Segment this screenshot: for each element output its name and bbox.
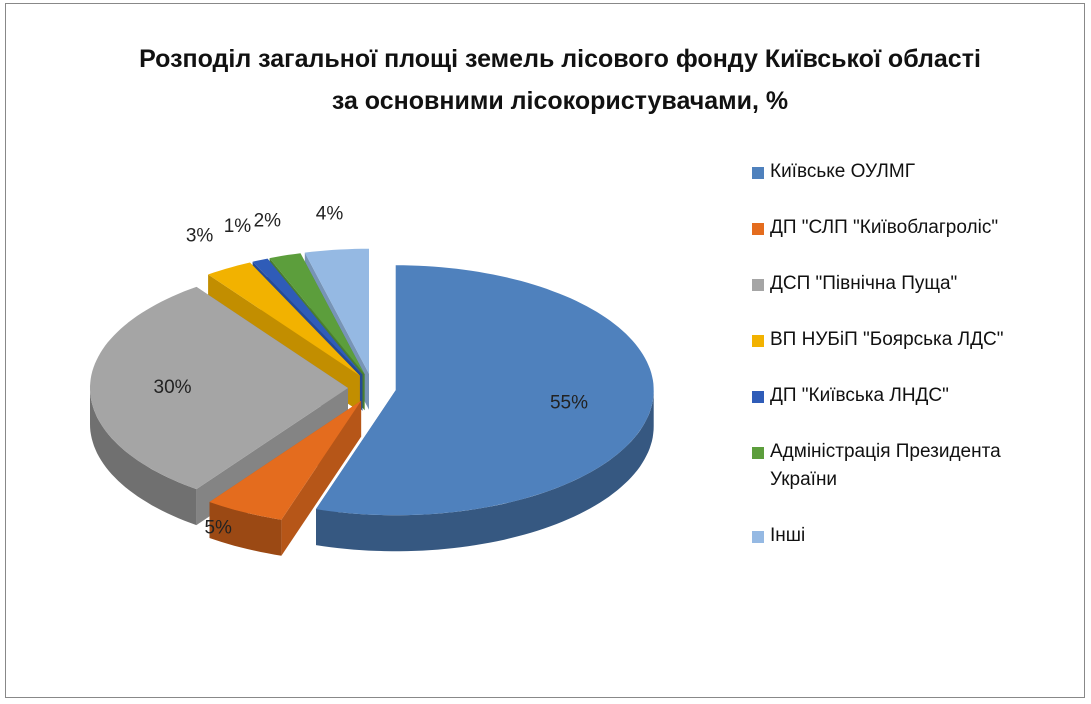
slice-wall	[209, 502, 282, 556]
slice	[209, 400, 362, 520]
legend-label: ВП НУБіП "Боярська ЛДС"	[770, 329, 1004, 350]
legend-label: Адміністрація Президента України	[770, 441, 1001, 490]
legend-label: ДП "Київська ЛНДС"	[770, 385, 949, 406]
legend-entry: Інші	[752, 522, 1072, 578]
data-label: 1%	[224, 216, 252, 237]
slice	[316, 265, 654, 516]
legend-swatch	[752, 531, 764, 543]
data-label: 2%	[254, 210, 282, 231]
data-label: 5%	[204, 518, 232, 539]
data-label: 30%	[154, 377, 192, 398]
data-label: 55%	[550, 393, 588, 414]
legend-label: Київське ОУЛМГ	[770, 161, 915, 182]
legend-swatch	[752, 447, 764, 459]
legend-label: ДСП "Північна Пуща"	[770, 273, 958, 294]
legend-entry: Київське ОУЛМГ	[752, 158, 1072, 214]
slice-wall	[90, 388, 197, 526]
legend-entry: ДП "СЛП "Київоблагроліс"	[752, 214, 1072, 270]
legend: Київське ОУЛМГ ДП "СЛП "Київоблагроліс" ДС…	[752, 158, 1072, 578]
legend-swatch	[752, 167, 764, 179]
slice	[90, 286, 348, 490]
legend-swatch	[752, 335, 764, 347]
legend-entry: ДСП "Північна Пуща"	[752, 270, 1072, 326]
legend-swatch	[752, 223, 764, 235]
legend-swatch	[752, 279, 764, 291]
slice-wall	[316, 390, 654, 552]
slice	[208, 262, 360, 376]
legend-entry: ДП "Київська ЛНДС"	[752, 382, 1072, 438]
legend-entry: Адміністрація Президента України	[752, 438, 1072, 522]
legend-swatch	[752, 391, 764, 403]
slice	[269, 253, 365, 375]
data-label: 4%	[316, 203, 344, 224]
legend-entry: ВП НУБіП "Боярська ЛДС"	[752, 326, 1072, 382]
chart-frame	[5, 3, 1085, 698]
data-label: 3%	[186, 225, 214, 246]
slice	[304, 248, 369, 374]
legend-label: Інші	[770, 525, 806, 546]
chart-title: Розподіл загальної площі земель лісового…	[139, 45, 981, 115]
slice	[252, 258, 363, 375]
legend-label: ДП "СЛП "Київоблагроліс"	[770, 217, 999, 238]
